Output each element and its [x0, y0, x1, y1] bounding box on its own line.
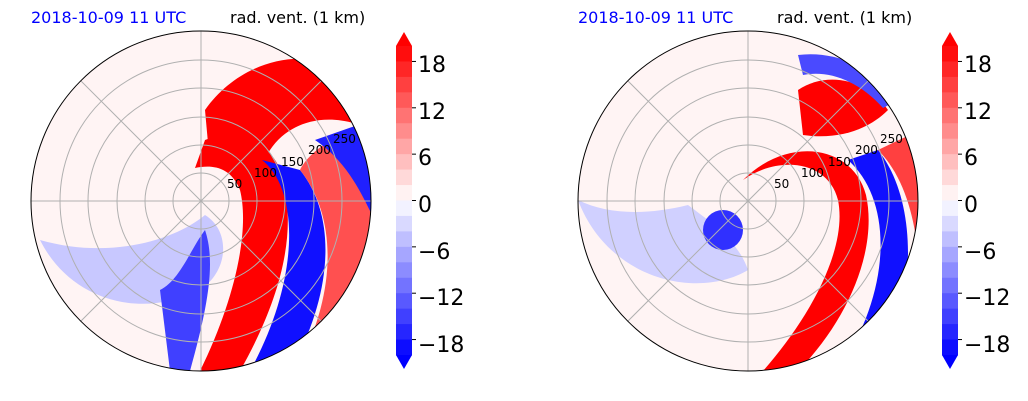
colorbar-segment [396, 324, 412, 341]
radial-tick-label: 250 [333, 132, 356, 146]
chart-title-right: rad. vent. (1 km) [230, 8, 366, 27]
colorbar-tick-label: −6 [964, 240, 996, 265]
colorbar-segment [942, 215, 958, 232]
field-blue-ne [798, 54, 898, 108]
colorbar-segment [396, 339, 412, 356]
colorbar-segment [396, 46, 412, 62]
colorbar-segment [396, 293, 412, 310]
polar-grid [578, 31, 918, 371]
field-blue-south [160, 230, 210, 371]
colorbar-segment [942, 185, 958, 201]
field-red-band [743, 151, 869, 371]
colorbar-segment [396, 185, 412, 201]
colorbar-segment [942, 308, 958, 325]
colorbar-segment [942, 61, 958, 78]
colorbar-tick-label: −6 [418, 240, 450, 265]
colorbar-tick-label: 18 [418, 53, 446, 78]
colorbar-segment [942, 339, 958, 356]
colorbar-tick-label: −18 [964, 333, 1010, 358]
colorbar-segment [942, 200, 958, 217]
colorbar-segment [942, 123, 958, 140]
radial-tick-label: 50 [227, 177, 242, 191]
chart-panel-right: 2018-10-09 11 UTC rad. vent. (1 km) [548, 0, 1028, 401]
colorbar-segment [942, 277, 958, 294]
colorbar-segment [942, 262, 958, 279]
chart-panel-left: 2018-10-09 11 UTC rad. vent. (1 km) [30, 8, 464, 372]
field-blue-vortex [703, 210, 743, 250]
colorbar-segment [396, 215, 412, 232]
colorbar-segment [942, 154, 958, 171]
colorbar-tick-label: 0 [964, 193, 978, 218]
polar-plot: 50 100 150 200 250 18 12 6 0 −6 −12 −18 [30, 30, 464, 372]
field-red-ne [798, 79, 888, 137]
colorbar-extend-max [396, 32, 412, 46]
polar-grid [31, 31, 371, 371]
colorbar-segment [396, 138, 412, 155]
polar-frame [577, 30, 919, 372]
colorbar [942, 32, 962, 369]
radial-tick-label: 200 [855, 143, 878, 157]
colorbar-segment [396, 169, 412, 186]
colorbar-segment [396, 246, 412, 263]
colorbar-segment [396, 262, 412, 279]
colorbar-ticks: 18 12 6 0 −6 −12 −18 [964, 53, 1010, 358]
colorbar-tick-label: 12 [964, 100, 992, 125]
colorbar-tick-label: 0 [418, 193, 432, 218]
field-blue-band [250, 160, 326, 371]
field-blue-east [315, 120, 371, 215]
colorbar-segment [942, 76, 958, 93]
radial-tick-label: 100 [254, 166, 277, 180]
radial-tick-label: 150 [281, 155, 304, 169]
colorbar-segment [396, 92, 412, 109]
radial-tick-label: 250 [880, 132, 903, 146]
colorbar-segment [396, 277, 412, 294]
colorbar-segment [396, 231, 412, 248]
colorbar-segment [942, 46, 958, 62]
colorbar-segment [396, 76, 412, 93]
colorbar-tick-label: −12 [964, 286, 1010, 311]
polar-frame [30, 30, 372, 372]
colorbar-segment [942, 246, 958, 263]
colorbar-segment [396, 107, 412, 124]
colorbar-segment [942, 107, 958, 124]
colorbar-segment [396, 61, 412, 78]
chart-title-left: 2018-10-09 11 UTC [578, 8, 734, 27]
colorbar-segment [942, 231, 958, 248]
colorbar-tick-label: −12 [418, 286, 464, 311]
colorbar [396, 32, 416, 369]
chart-title-left: 2018-10-09 11 UTC [31, 8, 187, 27]
colorbar-extend-min [396, 355, 412, 369]
colorbar-segment [942, 324, 958, 341]
radial-tick-label: 50 [774, 177, 789, 191]
colorbar-segment [396, 123, 412, 140]
colorbar-segment [942, 92, 958, 109]
colorbar-tick-label: 6 [964, 146, 978, 171]
colorbar-segment [942, 138, 958, 155]
colorbar-tick-label: −18 [418, 333, 464, 358]
colorbar-tick-label: 6 [418, 146, 432, 171]
colorbar-segment [396, 308, 412, 325]
colorbar-ticks: 18 12 6 0 −6 −12 −18 [418, 53, 464, 358]
polar-plot: 50 100 150 200 250 18 12 6 0 −6 −12 −18 [577, 30, 1010, 372]
colorbar-segment [396, 154, 412, 171]
colorbar-tick-label: 12 [418, 100, 446, 125]
colorbar-extend-min [942, 355, 958, 369]
chart-title-right: rad. vent. (1 km) [777, 8, 913, 27]
colorbar-tick-label: 18 [964, 53, 992, 78]
field-red-east [878, 130, 918, 280]
radial-tick-label: 150 [828, 155, 851, 169]
radial-tick-label: 100 [801, 166, 824, 180]
field-red-band [195, 136, 288, 371]
radial-tick-label: 200 [308, 143, 331, 157]
colorbar-segment [396, 200, 412, 217]
colorbar-segment [942, 169, 958, 186]
colorbar-segment [942, 293, 958, 310]
colorbar-extend-max [942, 32, 958, 46]
